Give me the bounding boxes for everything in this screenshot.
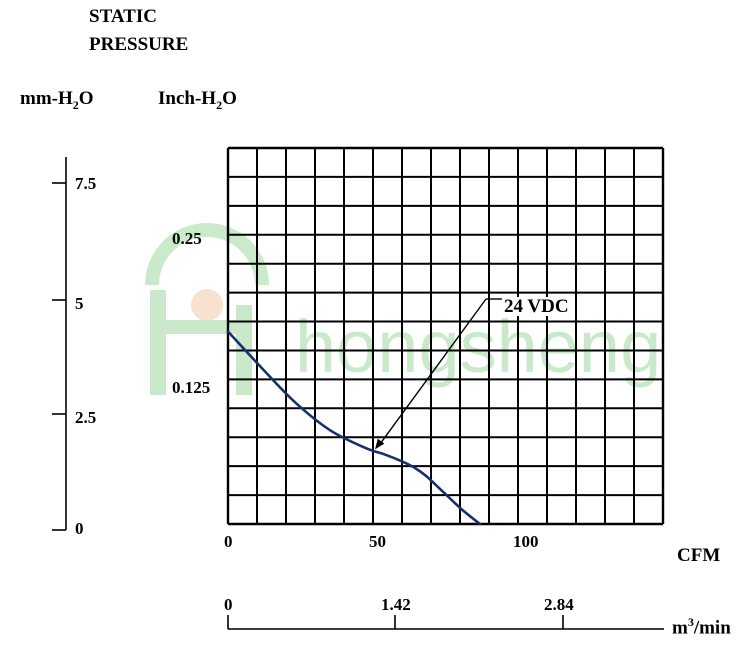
m3-min-axis xyxy=(227,615,664,630)
annotation-arrow-line xyxy=(378,298,487,446)
tick-mm-7-5: 7.5 xyxy=(75,174,97,193)
tick-mm-2-5: 2.5 xyxy=(75,408,97,427)
annotation-arrowhead xyxy=(375,438,385,450)
tick-cfm-50: 50 xyxy=(369,532,386,551)
m3-min-unit-label: m3/min xyxy=(672,615,731,639)
tick-inch-0-125: 0.125 xyxy=(172,378,211,397)
tick-mm-5: 5 xyxy=(75,294,84,313)
cfm-unit-label: CFM xyxy=(677,545,721,566)
watermark-text: hongsheng xyxy=(295,305,661,388)
chart-grid xyxy=(226,146,665,526)
tick-inch-0-25: 0.25 xyxy=(172,229,202,248)
inch-h2o-unit-label: Inch-H2O xyxy=(158,88,237,112)
tick-m3-1-42: 1.42 xyxy=(381,595,411,614)
ylabel-pressure: PRESSURE xyxy=(89,34,189,55)
annotation-24vdc-label: 24 VDC xyxy=(503,296,570,317)
series-24vdc-line xyxy=(226,330,482,526)
mm-h2o-axis xyxy=(52,157,67,531)
tick-mm-0: 0 xyxy=(75,519,84,538)
tick-m3-0: 0 xyxy=(224,595,233,614)
tick-m3-2-84: 2.84 xyxy=(544,595,574,614)
tick-cfm-100: 100 xyxy=(513,532,539,551)
mm-h2o-unit-label: mm-H2O xyxy=(20,88,94,112)
tick-cfm-0: 0 xyxy=(224,532,233,551)
ylabel-static: STATIC xyxy=(89,6,157,27)
annotation-24vdc-arrow xyxy=(375,298,502,450)
